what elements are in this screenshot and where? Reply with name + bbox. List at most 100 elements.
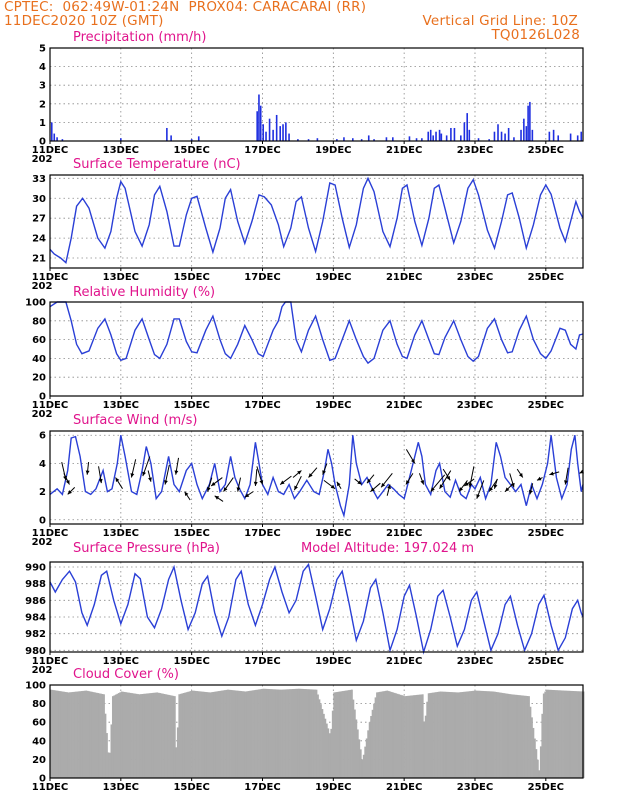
temp-series-line xyxy=(49,176,584,265)
precip-bar xyxy=(408,136,411,141)
precip-bar xyxy=(282,124,284,141)
cloud-bar xyxy=(212,691,215,778)
cloud-bar xyxy=(553,690,555,778)
cloud-bar xyxy=(300,688,303,778)
cloud-bar xyxy=(284,689,287,778)
cloud-bar xyxy=(123,691,126,778)
cloud-bar xyxy=(503,693,505,778)
cloud-bar xyxy=(116,693,119,778)
cloud-bar xyxy=(128,692,130,778)
cloud-xtick-label: 25DEC xyxy=(528,782,564,793)
cloud-bar xyxy=(452,692,455,778)
cloud-bar xyxy=(500,692,502,778)
precip-bar xyxy=(507,127,510,141)
cloud-bar xyxy=(497,692,499,778)
pres-frame xyxy=(49,561,584,653)
cloud-bar xyxy=(206,692,209,778)
cloud-bar xyxy=(281,689,284,778)
cloud-bar xyxy=(559,690,561,778)
cloud-bar xyxy=(457,692,460,778)
cloud-bar xyxy=(182,693,185,778)
pres-xtick-label: 19DEC xyxy=(315,656,351,667)
cloud-bar xyxy=(193,690,195,778)
wind-arrowhead xyxy=(214,495,220,500)
run-datetime: 11DEC2020 10Z (GMT) xyxy=(4,13,164,29)
wind-ytick-label: 2 xyxy=(39,487,46,498)
wind-arrowhead xyxy=(259,480,264,485)
cloud-bar xyxy=(306,689,309,778)
cloud-bar xyxy=(178,694,181,778)
cloud-bar xyxy=(491,691,493,778)
cloud-bar xyxy=(246,691,249,778)
cloud-bar xyxy=(353,709,356,778)
grid-note: Vertical Grid Line: 10Z xyxy=(422,13,578,29)
cloud-bar xyxy=(358,739,361,778)
precip-bar xyxy=(316,138,319,141)
cloud-bar xyxy=(392,692,395,778)
cloud-bar xyxy=(498,692,501,778)
wind-arrowhead xyxy=(459,487,464,492)
cloud-bar xyxy=(117,693,120,778)
precip-bar xyxy=(197,136,200,141)
precip-bar xyxy=(477,138,480,141)
cloud-bar xyxy=(365,738,368,778)
cloud-bar xyxy=(294,688,297,778)
wind-xtick-label: 15DEC xyxy=(173,528,209,539)
cloud-bar xyxy=(179,693,182,778)
wind-ytick-label: 6 xyxy=(39,431,46,442)
cloud-bar xyxy=(429,693,432,778)
cloud-bar xyxy=(64,691,67,778)
cloud-ytick-label: 80 xyxy=(32,699,46,710)
precip-title: Precipitation (mm/h) xyxy=(73,30,206,45)
temp-xtick-label: 17DEC xyxy=(244,272,280,283)
cloud-bar xyxy=(204,691,207,778)
precip-bar xyxy=(265,131,267,141)
cloud-bar xyxy=(165,694,167,778)
wind-arrowhead xyxy=(297,470,302,475)
temp-xtick-label: 19DEC xyxy=(315,272,351,283)
cloud-bar xyxy=(430,692,433,778)
rh-xtick-label: 25DEC xyxy=(528,400,564,411)
cloud-ytick-label: 20 xyxy=(32,755,46,766)
precip-bar xyxy=(460,135,462,141)
precip-bar xyxy=(500,131,503,141)
cloud-bar xyxy=(516,694,519,778)
cloud-bar xyxy=(482,690,485,778)
precip-xtick-label: 21DEC xyxy=(386,145,422,156)
cloud-bar xyxy=(399,694,402,778)
cloud-bar xyxy=(271,689,274,778)
temp-ytick-label: 24 xyxy=(32,234,46,245)
cloud-bar xyxy=(157,692,160,778)
wind-xtick-label: 13DEC xyxy=(103,528,139,539)
precip-bar xyxy=(513,137,515,141)
precip-bar xyxy=(504,133,506,141)
rh-xtick-label: 11DEC xyxy=(32,400,68,411)
wind-arrowhead xyxy=(336,481,341,487)
cloud-bar xyxy=(418,694,421,778)
temp-ytick-label: 27 xyxy=(32,214,46,225)
cloud-bar xyxy=(562,690,564,778)
wind-arrowhead xyxy=(244,493,250,498)
wind-ytick-label: 0 xyxy=(39,515,46,526)
wind-arrowhead xyxy=(549,471,554,476)
cloud-xtick-label: 23DEC xyxy=(457,782,493,793)
precip-xtick-label: 25DEC xyxy=(528,145,564,156)
cloud-bar xyxy=(249,690,251,778)
temp-xtick-label: 21DEC xyxy=(386,272,422,283)
cloud-bar xyxy=(230,689,232,778)
cloud-bar xyxy=(297,688,300,778)
cloud-bar xyxy=(505,693,508,778)
cloud-bar xyxy=(75,691,77,778)
cloud-bar xyxy=(135,693,138,778)
cloud-bar xyxy=(126,692,129,778)
cloud-bar xyxy=(410,695,412,778)
cloud-bar xyxy=(83,690,86,778)
rh-xtick-label: 19DEC xyxy=(315,400,351,411)
pres-ytick-label: 990 xyxy=(25,563,46,574)
pres-subtitle: Model Altitude: 197.024 m xyxy=(301,541,474,556)
cloud-bar xyxy=(531,717,533,778)
precip-bar xyxy=(529,101,531,141)
cloud-bar xyxy=(404,696,406,778)
cloud-bar xyxy=(122,691,125,778)
cloud-bar xyxy=(184,692,187,778)
